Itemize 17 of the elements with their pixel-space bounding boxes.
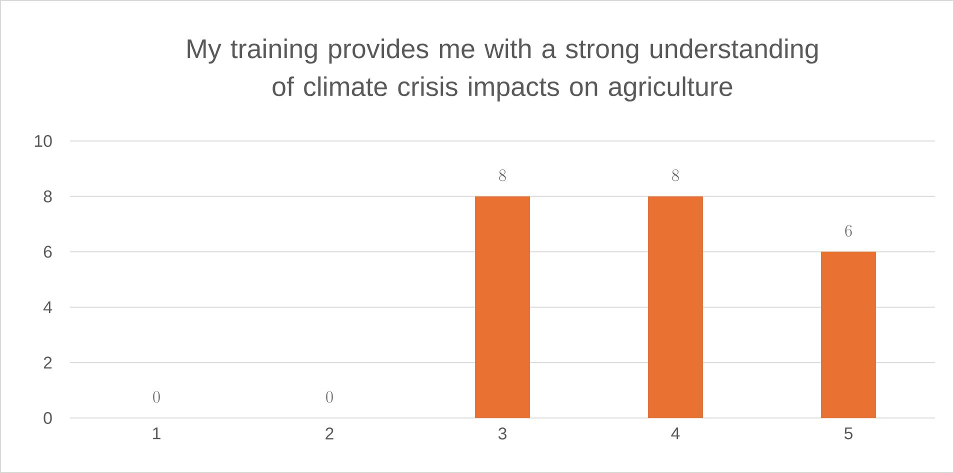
x-tick-label: 5 xyxy=(844,428,852,440)
data-label: 6 xyxy=(845,224,852,237)
data-label: 8 xyxy=(672,170,679,182)
y-tick-label: 4 xyxy=(43,301,52,314)
y-tick-label: 0 xyxy=(44,412,52,424)
y-tick-label: 2 xyxy=(44,356,52,369)
chart-title: My training provides me with a strong understanding of climate crisis impacts on agriculture xyxy=(188,38,818,102)
y-tick-label: 10 xyxy=(34,135,52,147)
x-tick-label: 4 xyxy=(671,428,680,440)
data-label: 8 xyxy=(499,170,506,182)
data-label: 0 xyxy=(326,391,333,403)
y-tick-label: 8 xyxy=(44,190,52,202)
y-tick-label: 6 xyxy=(44,246,52,258)
x-tick-label: 1 xyxy=(153,428,160,440)
x-tick-label: 3 xyxy=(498,428,506,440)
data-label: 0 xyxy=(153,391,160,403)
x-tick-label: 2 xyxy=(326,428,334,440)
